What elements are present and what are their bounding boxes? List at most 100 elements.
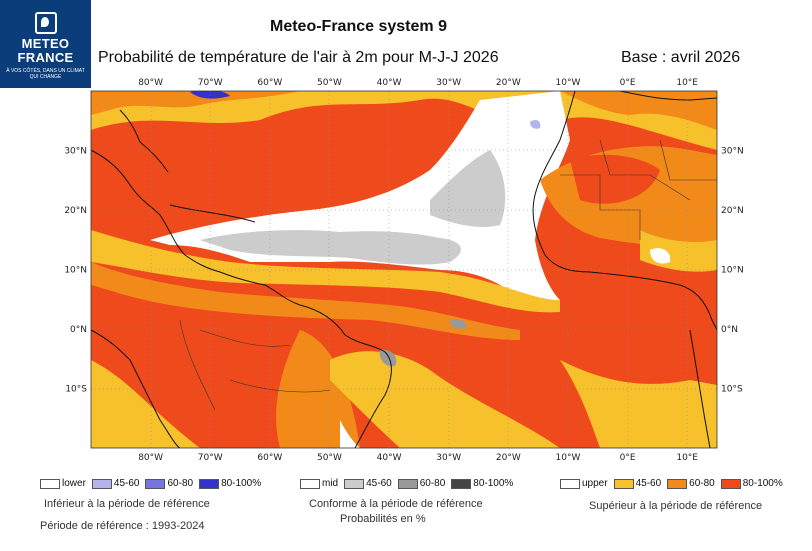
reference-period: Période de référence : 1993-2024 — [40, 520, 205, 532]
legend-mid: mid 45-60 60-80 80-100% — [300, 478, 519, 489]
swatch-mid-45-60 — [344, 478, 365, 489]
swatch-lower-80-100 — [199, 478, 220, 489]
longitude-tick-label: 10°E — [676, 453, 698, 463]
legend-item: 45-60 — [344, 478, 392, 489]
map-frame — [90, 90, 718, 449]
swatch-upper-45-60 — [613, 478, 634, 489]
latitude-labels-right: 30°N 20°N 10°N 0°N 10°S — [721, 147, 744, 395]
legend-item: 80-100% — [451, 478, 513, 489]
legend-label: mid — [322, 478, 339, 489]
legend-item: 80-100% — [720, 478, 783, 489]
legend-label: 80-100% — [221, 478, 262, 489]
logo-icon — [34, 12, 57, 34]
longitude-tick-label: 50°W — [317, 78, 342, 88]
legend-mid-caption: Conforme à la période de référence — [309, 498, 483, 510]
region-upper-60-80-brazil — [276, 330, 360, 448]
longitude-tick-label: 0°E — [620, 78, 636, 88]
longitude-tick-label: 0°E — [620, 453, 636, 463]
latitude-tick-label: 10°N — [64, 266, 87, 276]
swatch-upper-80-100 — [720, 478, 741, 489]
legend-label: 60-80 — [167, 478, 194, 489]
longitude-tick-label: 10°W — [556, 78, 581, 88]
legend-item: 60-80 — [397, 478, 446, 489]
swatch-mid-60-80 — [397, 478, 418, 489]
logo-line-2: FRANCE — [17, 50, 74, 65]
latitude-tick-label: 10°N — [721, 266, 744, 276]
longitude-labels-top: 80°W 70°W 60°W 50°W 40°W 30°W 20°W 10°W 0°E 10°E — [138, 78, 698, 88]
forecast-base: Base : avril 2026 — [621, 49, 741, 66]
legend-label: lower — [62, 478, 86, 489]
latitude-tick-label: 10°S — [65, 385, 87, 395]
latitude-tick-label: 30°N — [64, 147, 87, 157]
legend-lower: lower 45-60 60-80 80-100% — [40, 478, 267, 489]
longitude-tick-label: 60°W — [257, 453, 282, 463]
longitude-labels-bottom: 80°W 70°W 60°W 50°W 40°W 30°W 20°W 10°W 0°E 10°E — [138, 453, 698, 463]
longitude-tick-label: 10°W — [556, 453, 581, 463]
swatch-neutral — [40, 478, 60, 489]
legend-item: 60-80 — [667, 478, 715, 489]
legend-lower-caption: Inférieur à la période de référence — [44, 498, 210, 510]
region-upper-45-60-south-atlantic — [330, 351, 560, 448]
legend-item: mid — [300, 478, 338, 489]
latitude-tick-label: 20°N — [64, 206, 87, 216]
longitude-tick-label: 20°W — [496, 78, 521, 88]
region-mid-60-80 — [450, 319, 467, 329]
swatch-upper-60-80 — [667, 478, 688, 489]
longitude-tick-label: 40°W — [377, 78, 402, 88]
gridlines — [91, 91, 717, 448]
meteo-france-logo: METEO FRANCE À VOS CÔTÉS, DANS UN CLIMAT… — [0, 0, 91, 88]
latitude-tick-label: 30°N — [721, 147, 744, 157]
legend-upper-caption: Supérieur à la période de référence — [589, 500, 763, 512]
legend-label: 45-60 — [366, 478, 392, 489]
legend-label: 45-60 — [113, 478, 140, 489]
longitude-tick-label: 70°W — [198, 78, 223, 88]
longitude-tick-label: 30°W — [436, 78, 461, 88]
longitude-tick-label: 80°W — [138, 453, 163, 463]
legend-label: 45-60 — [635, 478, 662, 489]
legend-item: upper — [560, 478, 608, 489]
swatch-neutral — [560, 478, 580, 489]
longitude-tick-label: 10°E — [676, 78, 698, 88]
longitude-tick-label: 70°W — [198, 453, 223, 463]
legend-label: upper — [582, 478, 608, 489]
longitude-tick-label: 80°W — [138, 78, 163, 88]
legend-item: 60-80 — [145, 478, 193, 489]
legend-item: 45-60 — [91, 478, 140, 489]
latitude-tick-label: 10°S — [721, 385, 743, 395]
region-mid-45-60-west — [200, 230, 461, 265]
region-upper-80-100-north-atlantic — [200, 113, 440, 192]
legend-label: 80-100% — [742, 478, 783, 489]
region-mid-45-60-north — [462, 165, 500, 190]
latitude-tick-label: 0°N — [70, 325, 87, 335]
latitude-tick-label: 20°N — [721, 206, 744, 216]
legend-upper: upper 45-60 60-80 80-100% — [560, 478, 789, 489]
legend-item: 45-60 — [613, 478, 662, 489]
latitude-labels-left: 30°N 20°N 10°N 0°N 10°S — [64, 147, 87, 395]
region-upper-60-80-itcz — [91, 262, 520, 340]
region-mid-60-80-brazil — [379, 349, 397, 367]
legend-label: 60-80 — [689, 478, 715, 489]
legend-label: 60-80 — [419, 478, 446, 489]
longitude-tick-label: 40°W — [377, 453, 402, 463]
swatch-neutral — [300, 478, 320, 489]
logo-line-1: METEO — [21, 36, 70, 51]
region-neutral-south — [340, 420, 360, 448]
legend-label: 80-100% — [473, 478, 514, 489]
swatch-lower-60-80 — [145, 478, 166, 489]
longitude-tick-label: 60°W — [257, 78, 282, 88]
logo-tagline: À VOS CÔTÉS, DANS UN CLIMAT QUI CHANGE — [6, 68, 85, 80]
longitude-tick-label: 50°W — [317, 453, 342, 463]
map-title: Meteo-France system 9 — [270, 18, 447, 35]
region-lower-80-100 — [190, 91, 230, 99]
legend-item: 80-100% — [199, 478, 261, 489]
longitude-tick-label: 20°W — [496, 453, 521, 463]
longitude-tick-label: 30°W — [436, 453, 461, 463]
region-lower-45-60 — [530, 120, 541, 129]
swatch-mid-80-100 — [451, 478, 472, 489]
region-upper-60-80-northeast — [560, 91, 717, 130]
region-upper-45-60-itcz — [91, 230, 560, 313]
region-upper-80-100-sahara — [570, 154, 660, 204]
legend-item: lower — [40, 478, 86, 489]
region-upper-45-60-pacific — [91, 360, 200, 448]
